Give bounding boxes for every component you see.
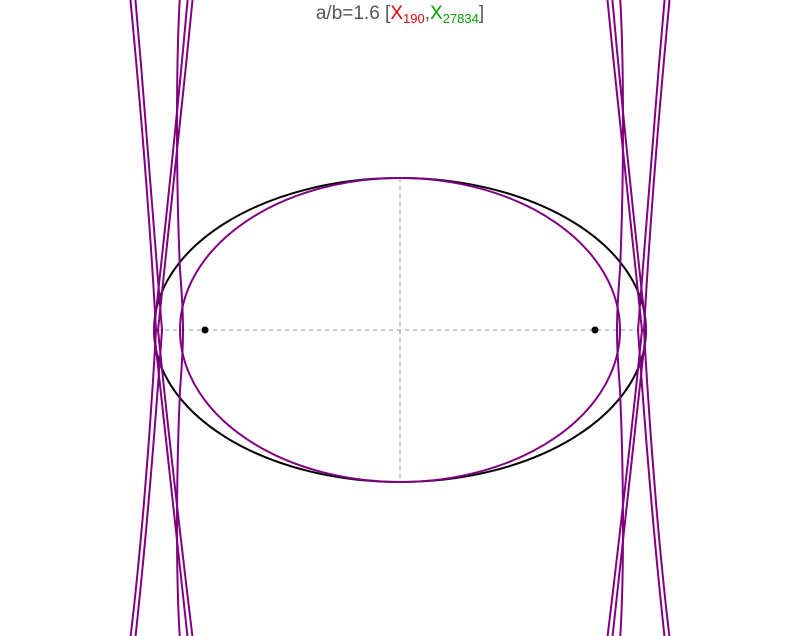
focus-point-left: [201, 326, 209, 334]
center-subscript-x190: 190: [403, 11, 425, 26]
left-outer-branch-2: [134, 0, 164, 636]
right-outer-branch: [642, 0, 671, 636]
center-letter-x27834: X: [430, 3, 443, 24]
open-bracket: [: [379, 3, 391, 24]
left-crossing-branch: [156, 0, 194, 636]
right-crossing-branch-2: [611, 0, 648, 636]
separator: ,: [424, 3, 431, 24]
center-label-x27834: X27834: [430, 3, 479, 26]
purple-circle: [179, 177, 621, 483]
center-letter-x190: X: [390, 3, 404, 24]
ratio-label: a/b=1.6: [315, 3, 380, 24]
diagram-title: a/b=1.6 [X190,X27834]: [0, 3, 800, 26]
center-subscript-x27834: 27834: [442, 11, 479, 26]
focus-point-right: [591, 326, 599, 334]
left-crossing-branch-2: [152, 0, 189, 636]
close-bracket: ]: [478, 3, 485, 24]
left-outer-branch: [129, 0, 158, 636]
right-crossing-branch: [606, 0, 644, 636]
center-label-x190: X190: [390, 3, 425, 26]
right-outer-branch-2: [636, 0, 666, 636]
